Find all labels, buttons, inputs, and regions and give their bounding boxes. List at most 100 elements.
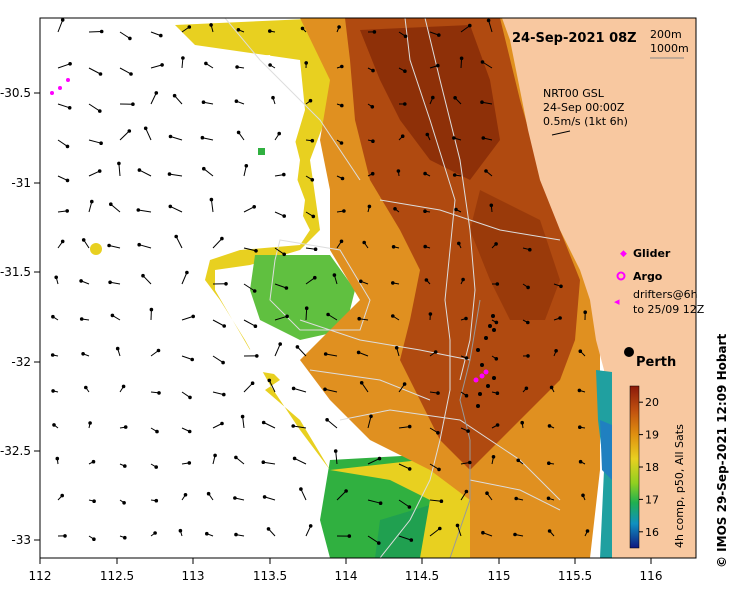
current-arrow-head — [188, 395, 192, 400]
current-arrow — [243, 319, 256, 327]
current-arrow-head — [234, 532, 238, 537]
x-tick-label: 115.5 — [558, 569, 592, 583]
current-arrow-head — [304, 61, 309, 65]
current-arrow-head — [583, 310, 588, 315]
current-arrow-head — [236, 28, 241, 32]
current-arrow-head — [300, 26, 305, 31]
current-arrow — [119, 130, 130, 141]
current-arrow-head — [92, 537, 96, 542]
current-arrow-head — [407, 467, 412, 471]
cloud-gap-2 — [245, 345, 300, 375]
sst-mid-band — [175, 18, 500, 558]
current-arrow-head — [262, 495, 267, 499]
current-arrow-head — [168, 134, 173, 139]
current-arrow-head — [452, 136, 456, 140]
current-arrow-head — [403, 69, 407, 73]
current-arrow-head — [333, 449, 338, 453]
current-arrow-head — [554, 349, 558, 353]
isobath-label-200: 200m — [650, 28, 682, 41]
y-tick-label: -30.5 — [0, 86, 31, 100]
current-arrow-head — [391, 314, 395, 318]
current-arrow-head — [235, 65, 239, 69]
current-arrow-head — [403, 34, 408, 39]
current-arrow-head — [191, 314, 195, 319]
current-time-label: 24-Sep 00:00Z — [543, 101, 625, 114]
current-arrow-head — [359, 381, 364, 385]
current-arrow-head — [495, 423, 500, 427]
current-arrow-head — [581, 493, 585, 498]
current-arrow-head — [526, 285, 530, 290]
x-tick-label: 114.5 — [405, 569, 439, 583]
current-arrow-head — [220, 236, 224, 241]
current-arrow-head — [60, 18, 65, 22]
current-arrow-head — [481, 530, 485, 535]
current-arrow-head — [372, 30, 377, 34]
current-arrow-head — [425, 132, 430, 137]
current-arrow — [263, 422, 276, 429]
current-arrow-head — [190, 357, 194, 362]
current-arrow — [88, 31, 102, 33]
glider-legend-label: Glider — [633, 247, 671, 260]
current-arrow — [264, 496, 276, 501]
current-arrow-head — [213, 453, 217, 458]
current-arrow — [212, 391, 224, 396]
current-arrow — [300, 488, 307, 501]
current-arrow-head — [308, 524, 313, 528]
credit-label: © IMOS 29-Sep-2021 12:09 Hobart — [715, 334, 729, 568]
current-arrow-head — [154, 91, 159, 95]
current-arrow-head — [516, 458, 521, 463]
current-arrow-head — [495, 391, 500, 396]
drifter-legend-label-1: drifters@6h — [633, 288, 698, 301]
current-arrow-head — [278, 342, 283, 346]
current-arrow-head — [282, 172, 286, 177]
current-arrow-head — [340, 103, 344, 108]
current-arrow-head — [378, 501, 383, 506]
current-arrow-head — [51, 314, 55, 319]
current-arrow-head — [549, 385, 554, 390]
current-arrow-head — [157, 391, 161, 395]
current-arrow-head — [547, 424, 552, 428]
current-arrow-head — [526, 320, 530, 325]
argo-legend-label: Argo — [633, 270, 663, 283]
current-arrow-head — [391, 245, 396, 249]
current-arrow-head — [459, 56, 464, 61]
current-arrow-head — [455, 523, 460, 528]
current-arrow — [268, 380, 276, 393]
current-arrow-head — [304, 306, 309, 311]
current-arrow — [139, 169, 152, 177]
current-arrow-head — [185, 270, 189, 275]
y-tick-label: -31 — [11, 176, 31, 190]
isobath-label-1000: 1000m — [650, 42, 689, 55]
current-arrow-head — [494, 242, 498, 246]
current-arrow-head — [424, 278, 429, 282]
current-arrow-head — [313, 275, 317, 280]
current-arrow-head — [468, 460, 472, 465]
current-arrow — [88, 103, 101, 112]
current-arrow-head — [234, 455, 238, 460]
current-arrow — [202, 137, 214, 141]
current-arrow-head — [137, 242, 141, 247]
current-arrow — [150, 92, 157, 105]
current-arrow-head — [526, 354, 530, 358]
current-arrow-head — [494, 320, 499, 325]
city-label: Perth — [636, 355, 676, 370]
current-arrow-head — [52, 423, 56, 427]
y-tick-label: -31.5 — [0, 265, 31, 279]
current-arrow-head — [428, 312, 433, 316]
current-arrow-head — [377, 456, 382, 461]
current-arrow-head — [201, 100, 206, 104]
current-arrow-head — [464, 393, 469, 398]
current-arrow-head — [187, 25, 192, 29]
current-arrow-head — [168, 204, 173, 209]
current-arrow-head — [377, 541, 381, 545]
current-arrow-head — [484, 169, 488, 173]
current-vectors — [50, 18, 590, 545]
current-arrow — [326, 419, 338, 429]
current-arrow-head — [92, 499, 96, 504]
current-arrow-head — [99, 29, 104, 34]
sst-warm-core-dark — [360, 25, 500, 180]
x-tick-label: 116 — [640, 569, 663, 583]
current-arrow-head — [149, 307, 154, 312]
current-arrow-head — [183, 493, 188, 497]
